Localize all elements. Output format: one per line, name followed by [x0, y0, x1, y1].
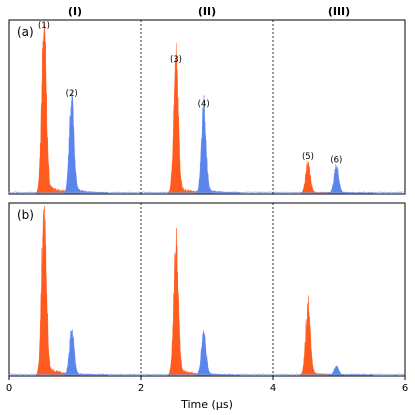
panel-b-frame: [8, 202, 406, 377]
section-labels: (I) (II) (III): [68, 5, 350, 18]
section-label: (III): [328, 5, 350, 18]
panel-b-labels: (b): [17, 208, 34, 222]
peak-label: (5): [302, 152, 314, 162]
panel-a-dividers: [140, 20, 274, 194]
panel-a-labels: (1) (2) (3) (4) (5) (6) (a): [17, 21, 342, 165]
x-tick-label: 2: [138, 383, 144, 394]
panel-a: (1) (2) (3) (4) (5) (6) (a): [8, 19, 406, 195]
peak-label: (3): [170, 55, 182, 65]
peak-label: (4): [198, 99, 210, 109]
x-axis: 0 2 4 6: [6, 376, 408, 394]
panel-a-marks: [8, 22, 406, 194]
peak-label: (1): [38, 21, 50, 31]
x-axis-label: Time (μs): [180, 398, 233, 411]
section-label: (I): [68, 5, 82, 18]
peak-label: (2): [66, 89, 78, 99]
baseline-noise: [8, 373, 406, 376]
x-tick-label: 0: [6, 383, 12, 394]
section-label: (II): [198, 5, 216, 18]
panel-label: (a): [17, 25, 34, 39]
peak-label: (6): [330, 156, 342, 166]
baseline-noise: [8, 191, 406, 194]
peak-blue: [63, 329, 109, 376]
panel-b-marks: [8, 205, 406, 376]
x-tick-label: 4: [270, 383, 276, 394]
x-tick-label: 6: [402, 383, 408, 394]
panel-label: (b): [17, 208, 34, 222]
panel-b: (b): [8, 202, 406, 377]
panel-b-dividers: [140, 203, 274, 376]
